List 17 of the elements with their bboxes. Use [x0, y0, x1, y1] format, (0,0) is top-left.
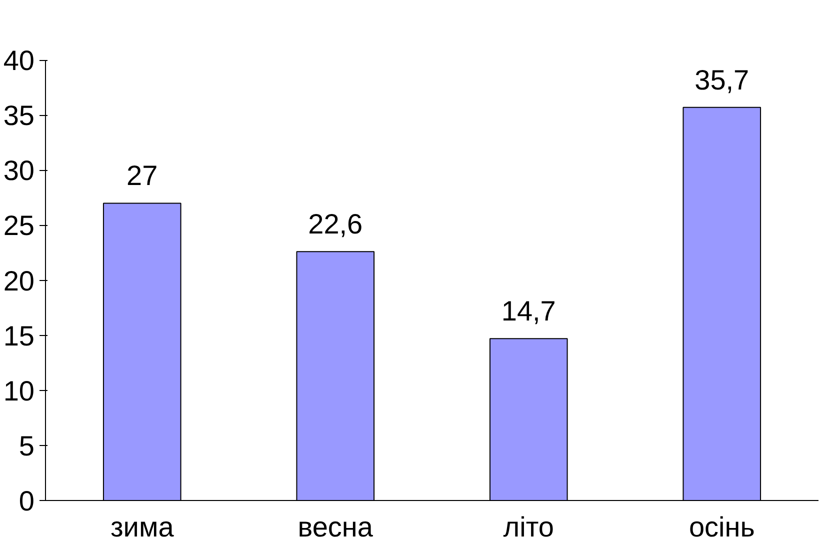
data-label: 14,7: [501, 296, 556, 327]
y-tick-label: 15: [3, 320, 35, 352]
x-tick-label: весна: [298, 512, 374, 542]
data-label: 35,7: [694, 64, 750, 96]
x-tick-label: осінь: [688, 512, 755, 542]
y-tick-label: 5: [18, 430, 35, 462]
y-tick-label: 30: [3, 155, 35, 186]
y-tick-label: 25: [3, 210, 35, 242]
y-tick-label: 20: [3, 265, 35, 296]
y-tick-label: 0: [18, 486, 35, 516]
data-label: 27: [126, 160, 158, 192]
y-tick-label: 10: [3, 375, 35, 406]
y-tick-label: 35: [3, 100, 35, 132]
y-tick-label: 40: [3, 45, 35, 76]
data-label: 22,6: [308, 208, 363, 240]
x-tick-label: зима: [110, 512, 174, 542]
x-tick-label: літо: [503, 512, 554, 542]
